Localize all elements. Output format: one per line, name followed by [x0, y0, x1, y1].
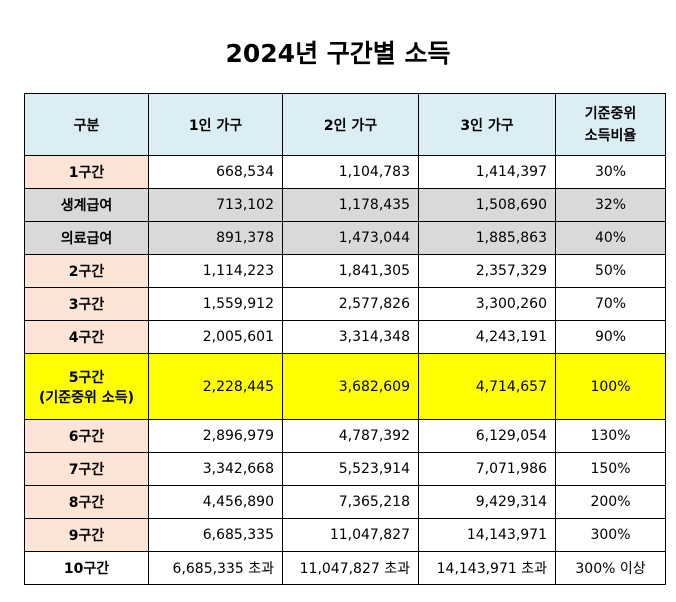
cell-two-person: 11,047,827: [282, 518, 419, 552]
cell-two-person: 7,365,218: [282, 485, 419, 519]
cell-one-person: 668,534: [148, 155, 283, 189]
cell-ratio: 300% 이상: [555, 551, 666, 585]
cell-ratio: 32%: [555, 188, 666, 222]
row-label: 8구간: [24, 485, 149, 519]
cell-ratio: 50%: [555, 254, 666, 288]
cell-two-person: 3,682,609: [282, 353, 419, 420]
cell-three-person: 1,508,690: [418, 188, 556, 222]
table-row-6: 4구간 2,005,601 3,314,348 4,243,191 90%: [24, 320, 666, 354]
cell-one-person: 713,102: [148, 188, 283, 222]
cell-two-person: 1,178,435: [282, 188, 419, 222]
row-label: 10구간: [24, 551, 149, 585]
row-label: 9구간: [24, 518, 149, 552]
cell-one-person: 4,456,890: [148, 485, 283, 519]
table-row-9: 7구간 3,342,668 5,523,914 7,071,986 150%: [24, 452, 666, 486]
header-category: 구분: [24, 93, 149, 156]
header-row: 구분 1인 가구 2인 가구 3인 가구 기준중위 소득비율: [24, 93, 666, 156]
cell-ratio: 90%: [555, 320, 666, 354]
cell-ratio: 30%: [555, 155, 666, 189]
header-three-person: 3인 가구: [418, 93, 556, 156]
cell-ratio: 40%: [555, 221, 666, 255]
cell-one-person: 2,228,445: [148, 353, 283, 420]
row-label-line2: (기준중위 소득): [39, 389, 134, 406]
header-one-person: 1인 가구: [148, 93, 283, 156]
cell-three-person: 4,243,191: [418, 320, 556, 354]
row-label: 의료급여: [24, 221, 149, 255]
cell-three-person: 7,071,986: [418, 452, 556, 486]
cell-three-person: 9,429,314: [418, 485, 556, 519]
page-title: 2024년 구간별 소득: [225, 39, 451, 68]
table-row-7: 5구간 (기준중위 소득) 2,228,445 3,682,609 4,714,…: [24, 353, 666, 420]
header-two-person: 2인 가구: [282, 93, 419, 156]
row-label: 3구간: [24, 287, 149, 321]
cell-ratio: 70%: [555, 287, 666, 321]
cell-two-person: 1,473,044: [282, 221, 419, 255]
cell-two-person: 4,787,392: [282, 419, 419, 453]
row-label: 1구간: [24, 155, 149, 189]
cell-ratio: 130%: [555, 419, 666, 453]
cell-two-person: 11,047,827 초과: [282, 551, 419, 585]
cell-one-person: 2,005,601: [148, 320, 283, 354]
table-row-8: 6구간 2,896,979 4,787,392 6,129,054 130%: [24, 419, 666, 453]
cell-ratio: 100%: [555, 353, 666, 420]
cell-one-person: 2,896,979: [148, 419, 283, 453]
table-row-1: 1구간 668,534 1,104,783 1,414,397 30%: [24, 155, 666, 189]
cell-two-person: 5,523,914: [282, 452, 419, 486]
row-label: 4구간: [24, 320, 149, 354]
cell-two-person: 3,314,348: [282, 320, 419, 354]
cell-three-person: 1,414,397: [418, 155, 556, 189]
table-row-12: 10구간 6,685,335 초과 11,047,827 초과 14,143,9…: [24, 551, 666, 585]
cell-three-person: 4,714,657: [418, 353, 556, 420]
cell-one-person: 3,342,668: [148, 452, 283, 486]
table-row-2: 생계급여 713,102 1,178,435 1,508,690 32%: [24, 188, 666, 222]
cell-one-person: 6,685,335: [148, 518, 283, 552]
table-row-3: 의료급여 891,378 1,473,044 1,885,863 40%: [24, 221, 666, 255]
table-row-11: 9구간 6,685,335 11,047,827 14,143,971 300%: [24, 518, 666, 552]
row-label: 7구간: [24, 452, 149, 486]
cell-two-person: 1,104,783: [282, 155, 419, 189]
cell-one-person: 891,378: [148, 221, 283, 255]
row-label: 6구간: [24, 419, 149, 453]
cell-three-person: 3,300,260: [418, 287, 556, 321]
income-table: 구분 1인 가구 2인 가구 3인 가구 기준중위 소득비율 1구간 668,5…: [24, 93, 666, 585]
cell-ratio: 300%: [555, 518, 666, 552]
header-ratio-line1: 기준중위: [584, 105, 637, 122]
row-label: 생계급여: [24, 188, 149, 222]
cell-three-person: 6,129,054: [418, 419, 556, 453]
cell-two-person: 2,577,826: [282, 287, 419, 321]
table-row-10: 8구간 4,456,890 7,365,218 9,429,314 200%: [24, 485, 666, 519]
row-label-line1: 5구간: [68, 369, 105, 386]
cell-three-person: 14,143,971 초과: [418, 551, 556, 585]
cell-one-person: 1,559,912: [148, 287, 283, 321]
table-row-4: 2구간 1,114,223 1,841,305 2,357,329 50%: [24, 254, 666, 288]
cell-one-person: 6,685,335 초과: [148, 551, 283, 585]
cell-two-person: 1,841,305: [282, 254, 419, 288]
cell-ratio: 150%: [555, 452, 666, 486]
table-row-5: 3구간 1,559,912 2,577,826 3,300,260 70%: [24, 287, 666, 321]
header-ratio: 기준중위 소득비율: [555, 93, 666, 156]
cell-ratio: 200%: [555, 485, 666, 519]
row-label: 5구간 (기준중위 소득): [24, 353, 149, 420]
header-ratio-line2: 소득비율: [584, 127, 637, 144]
cell-three-person: 14,143,971: [418, 518, 556, 552]
cell-three-person: 1,885,863: [418, 221, 556, 255]
cell-one-person: 1,114,223: [148, 254, 283, 288]
row-label: 2구간: [24, 254, 149, 288]
cell-three-person: 2,357,329: [418, 254, 556, 288]
